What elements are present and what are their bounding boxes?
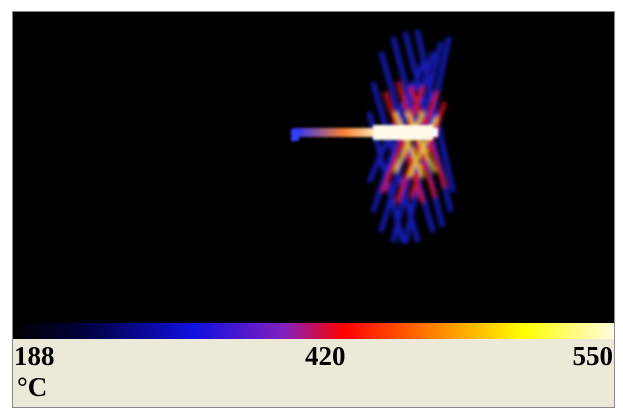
scale-min-label: 188 <box>14 341 55 371</box>
thermal-image <box>13 12 614 339</box>
image-background <box>13 12 614 323</box>
hot-streak <box>291 125 438 141</box>
scale-unit: °C <box>17 372 48 402</box>
scale-mid-label: 420 <box>305 341 346 371</box>
color-scale-bar <box>13 323 614 339</box>
scale-max-label: 550 <box>572 341 614 371</box>
thermal-viewer: 188 420 550 °C <box>12 11 615 408</box>
